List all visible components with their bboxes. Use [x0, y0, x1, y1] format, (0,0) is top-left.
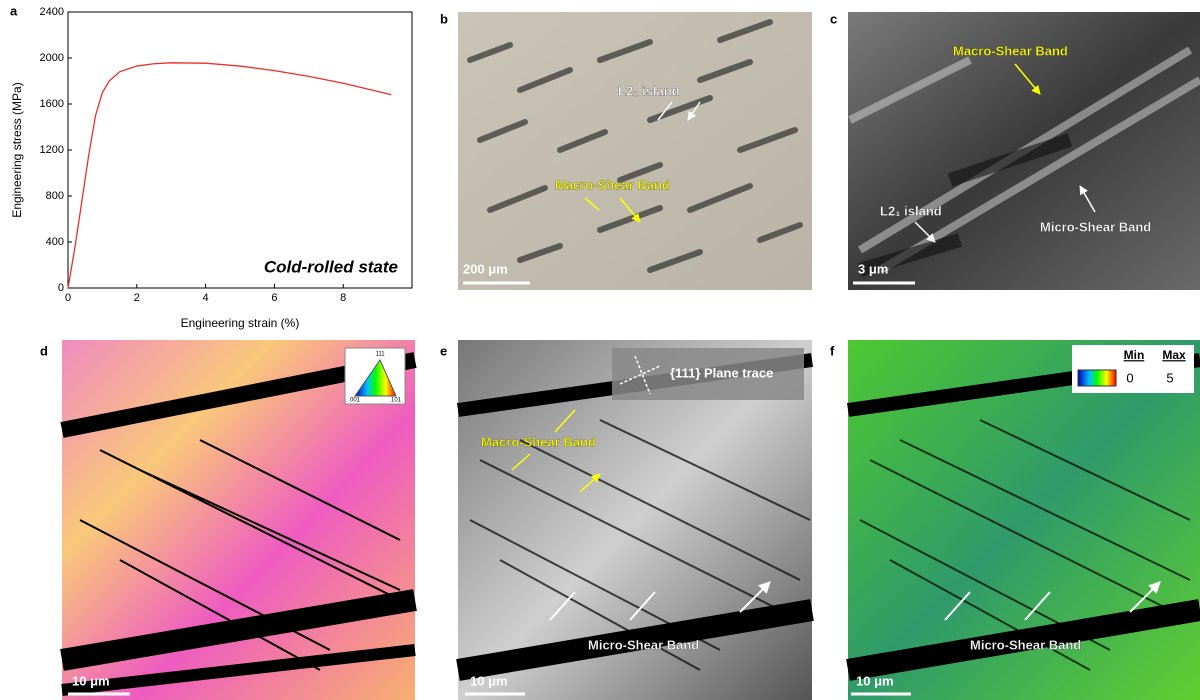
scale-bar-label: 3 μm: [858, 261, 888, 276]
x-tick-label: 2: [134, 292, 140, 304]
panel-label: c: [830, 11, 837, 26]
y-tick-label: 0: [58, 282, 64, 294]
x-tick-label: 0: [65, 292, 71, 304]
ebsd-map-d: d 111 001 101 10 μm: [40, 340, 415, 700]
panel-label: b: [440, 11, 448, 26]
annotation: Micro-Shear Band: [588, 637, 699, 652]
scale-bar-label: 10 μm: [470, 673, 508, 688]
y-tick-label: 800: [46, 190, 64, 202]
annotation: L2₁ island: [618, 83, 680, 98]
annotation: Macro-Shear Band: [481, 434, 596, 449]
plot-frame: [68, 12, 412, 288]
line: [68, 63, 391, 288]
annotation: Micro-Shear Band: [1040, 219, 1151, 234]
x-tick-label: 6: [271, 292, 277, 304]
scale-bar-label: 10 μm: [72, 673, 110, 688]
figure: a 0 400 800 1200 1600 2000 2400 0 2 4 6 8 Engineerin…: [0, 0, 1200, 700]
colorbar-label: Min: [1124, 348, 1145, 362]
scale-bar-label: 10 μm: [856, 673, 894, 688]
annotation: Macro-Shear Band: [555, 177, 670, 192]
y-tick-label: 1600: [40, 98, 64, 110]
panel-label: f: [830, 343, 835, 358]
stress-strain-chart: 0 400 800 1200 1600 2000 2400 0 2 4 6 8 Engineering …: [10, 6, 412, 330]
image: [458, 12, 812, 290]
ebsd-iq-e: e {111} Plane trace Macro-Shear Band Mic…: [440, 340, 812, 700]
inset-label: {111} Plane trace: [670, 365, 773, 380]
annotation: Cold-rolled state: [264, 257, 398, 276]
colorbar-value: 5: [1166, 370, 1173, 385]
kam-map-f: f Min Max 0 5 Micro-Shear Band 10 μm: [830, 340, 1200, 700]
annotation: L2₁ island: [880, 203, 942, 218]
x-tick-label: 8: [340, 292, 346, 304]
annotation: Micro-Shear Band: [970, 637, 1081, 652]
y-tick-label: 1200: [40, 144, 64, 156]
y-tick-label: 2000: [40, 52, 64, 64]
y-tick-label: 2400: [40, 6, 64, 18]
ipf-label: 111: [375, 352, 385, 358]
scale-bar-label: 200 μm: [463, 261, 508, 276]
micrograph-b: b L2₁ island Macro-Shear Band 200 μm: [440, 11, 812, 290]
x-axis-label: Engineering strain (%): [181, 316, 300, 330]
colorbar-label: Max: [1162, 348, 1186, 362]
x-tick-label: 4: [203, 292, 209, 304]
annotation: Macro-Shear Band: [953, 43, 1068, 58]
ipf-label: 001: [350, 398, 361, 404]
micrograph-c: c Macro-Shear Band L2₁ island Micro-Shea…: [830, 11, 1200, 290]
y-axis-label: Engineering stress (MPa): [10, 82, 24, 217]
colorbar-value: 0: [1126, 370, 1133, 385]
panel-label: d: [40, 343, 48, 358]
panel-label: e: [440, 343, 447, 358]
ipf-label: 101: [391, 398, 402, 404]
panel-label: a: [10, 3, 18, 18]
y-tick-label: 400: [46, 236, 64, 248]
